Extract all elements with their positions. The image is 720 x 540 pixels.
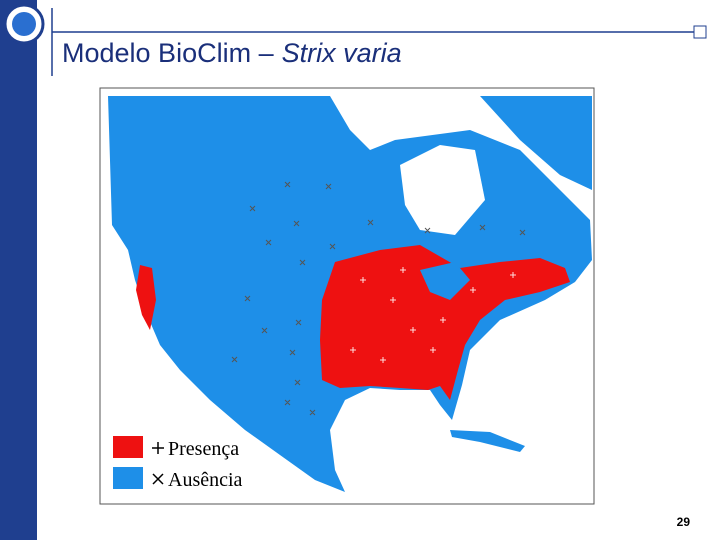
- logo-core: [12, 12, 36, 36]
- sidebar: [0, 0, 37, 540]
- great-lakes: [420, 262, 470, 300]
- legend-presence: Presença: [168, 438, 239, 460]
- legend-symbol-presence: [152, 442, 164, 454]
- hudson-bay: [400, 145, 485, 235]
- map: Presença Ausência: [99, 87, 595, 505]
- cuba: [450, 430, 525, 452]
- presence-west: [136, 265, 156, 330]
- legend-absence: Ausência: [168, 469, 243, 491]
- title-rule-end: [693, 25, 707, 39]
- absence-markers: [231, 181, 526, 416]
- legend-symbol-absence: [152, 473, 164, 485]
- presence-markers: [350, 267, 516, 363]
- page-number: 29: [676, 515, 690, 529]
- slide-title: Modelo BioClim – Strix varia: [62, 38, 402, 69]
- title-text: Modelo BioClim –: [62, 38, 274, 68]
- legend-swatch-absence: [113, 467, 143, 489]
- greenland: [480, 96, 592, 190]
- title-species: Strix varia: [281, 38, 402, 68]
- legend-swatch-presence: [113, 436, 143, 458]
